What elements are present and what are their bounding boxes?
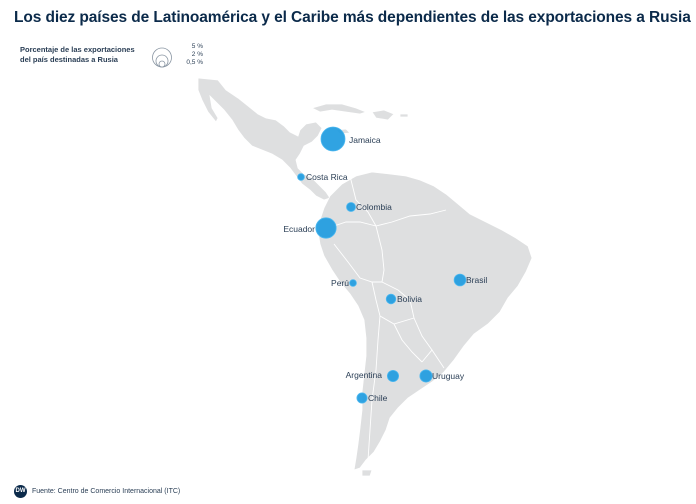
- bubble-jamaica[interactable]: [320, 126, 346, 152]
- bubble-argentina[interactable]: [386, 369, 400, 383]
- legend-label-0: 5 %: [191, 43, 203, 50]
- landmass-mexico-central-america: [197, 77, 331, 201]
- landmass-puerto-rico: [399, 113, 409, 118]
- landmass-south-america: [317, 171, 533, 471]
- landmass-cuba: [310, 103, 368, 115]
- label-bolivia: Bolivia: [397, 294, 422, 304]
- landmass-hispaniola: [371, 109, 395, 121]
- bubble-bolivia[interactable]: [385, 293, 397, 305]
- label-ecuador: Ecuador: [283, 224, 315, 234]
- bubble-peru[interactable]: [349, 279, 357, 287]
- label-jamaica: Jamaica: [349, 135, 381, 145]
- bubble-ecuador[interactable]: [315, 217, 337, 239]
- bubble-chile[interactable]: [356, 392, 368, 404]
- country-bubbles: [297, 126, 467, 404]
- legend-title-line2: del país destinadas a Rusia: [20, 55, 118, 64]
- legend-circle-0: [152, 47, 172, 68]
- legend-label-2: 0,5 %: [186, 59, 203, 66]
- source-note: Fuente: Centro de Comercio Internacional…: [32, 487, 181, 495]
- legend-circle-2: [158, 60, 166, 68]
- bubble-uruguay[interactable]: [419, 369, 433, 383]
- landmass-tierra-del-fuego: [361, 469, 373, 477]
- bubble-colombia[interactable]: [346, 202, 356, 212]
- label-argentina: Argentina: [346, 370, 383, 380]
- label-colombia: Colombia: [356, 202, 392, 212]
- label-brasil: Brasil: [466, 275, 487, 285]
- bubble-costa-rica[interactable]: [297, 173, 305, 181]
- bubble-brasil[interactable]: [453, 273, 467, 287]
- chart-title: Los diez países de Latinoamérica y el Ca…: [14, 9, 691, 26]
- country-borders: [333, 175, 447, 461]
- landmass: [197, 77, 533, 477]
- label-uruguay: Uruguay: [432, 371, 465, 381]
- footer: DW Fuente: Centro de Comercio Internacio…: [14, 484, 180, 498]
- label-peru: Perú: [331, 278, 349, 288]
- label-chile: Chile: [368, 393, 388, 403]
- legend-size-circles: [152, 47, 172, 68]
- legend-label-1: 2 %: [191, 51, 203, 58]
- country-labels: Jamaica Costa Rica Colombia Ecuador Perú Boli…: [283, 135, 487, 403]
- legend-title-line1: Porcentaje de las exportaciones: [20, 45, 135, 54]
- legend-title: Porcentaje de las exportaciones del país…: [20, 45, 135, 65]
- dw-logo-icon: DW: [14, 484, 27, 498]
- label-costa-rica: Costa Rica: [306, 172, 348, 182]
